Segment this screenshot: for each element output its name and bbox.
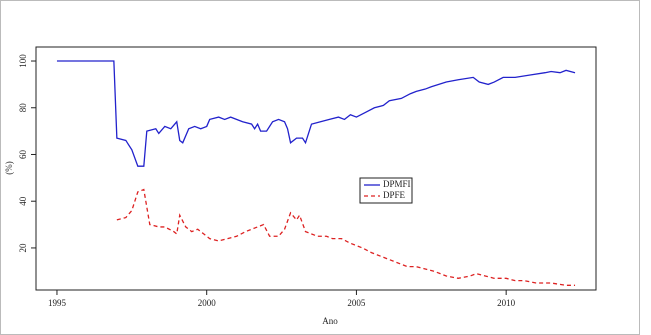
y-axis-label: (%) bbox=[4, 161, 14, 175]
legend-label: DPMFI bbox=[383, 179, 411, 189]
legend-label: DPFE bbox=[383, 190, 406, 200]
y-tick-label: 60 bbox=[18, 149, 28, 159]
y-tick-label: 20 bbox=[18, 243, 28, 253]
series-line bbox=[116, 188, 576, 286]
x-tick-label: 2005 bbox=[347, 298, 366, 308]
legend-box bbox=[359, 177, 413, 204]
x-tick-label: 2000 bbox=[198, 298, 217, 308]
y-tick-label: 80 bbox=[18, 103, 28, 113]
series-line bbox=[56, 60, 576, 167]
x-tick-label: 2010 bbox=[497, 298, 516, 308]
plot-box bbox=[35, 46, 597, 291]
y-tick-label: 40 bbox=[18, 196, 28, 206]
x-axis-label: Ano bbox=[322, 316, 338, 326]
y-tick-label: 100 bbox=[18, 54, 28, 68]
x-tick-label: 1995 bbox=[48, 298, 67, 308]
